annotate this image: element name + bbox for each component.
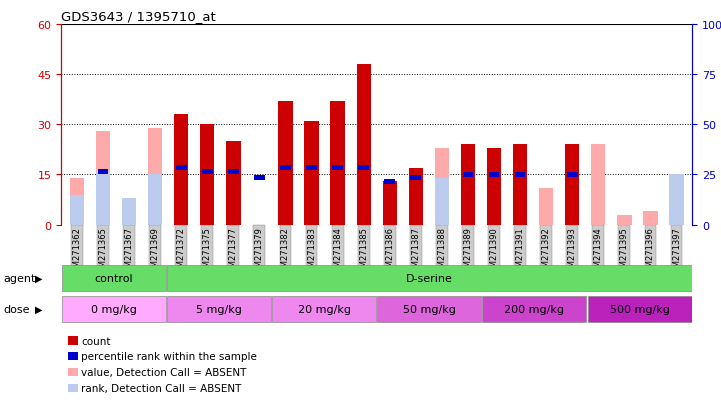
Text: 20 mg/kg: 20 mg/kg (298, 304, 350, 314)
Bar (122, 198, 136, 225)
Text: agent: agent (4, 273, 36, 283)
Text: 50 mg/kg: 50 mg/kg (403, 304, 456, 314)
Text: 200 mg/kg: 200 mg/kg (505, 304, 565, 314)
Text: D-serine: D-serine (406, 273, 453, 283)
Bar (97, 169, 108, 174)
Bar (643, 212, 658, 225)
Bar (513, 145, 527, 225)
Bar (148, 128, 162, 225)
Text: percentile rank within the sample: percentile rank within the sample (81, 351, 257, 361)
Bar (278, 102, 293, 225)
Bar (669, 175, 684, 225)
Bar (174, 115, 188, 225)
Text: 500 mg/kg: 500 mg/kg (610, 304, 670, 314)
Text: rank, Detection Call = ABSENT: rank, Detection Call = ABSENT (81, 383, 242, 393)
Bar (148, 175, 162, 225)
Text: dose: dose (4, 304, 30, 314)
Bar (330, 102, 345, 225)
Bar (461, 145, 475, 225)
Bar (176, 166, 187, 171)
Bar (482, 296, 586, 322)
Text: value, Detection Call = ABSENT: value, Detection Call = ABSENT (81, 367, 247, 377)
Text: ▶: ▶ (35, 273, 42, 283)
Bar (202, 169, 213, 174)
Bar (167, 296, 271, 322)
Bar (567, 173, 578, 178)
Bar (332, 166, 343, 171)
Text: 0 mg/kg: 0 mg/kg (91, 304, 137, 314)
Bar (280, 166, 291, 171)
Bar (565, 145, 580, 225)
Bar (617, 215, 632, 225)
Bar (384, 179, 395, 184)
Text: count: count (81, 336, 111, 346)
Bar (435, 148, 449, 225)
Bar (489, 173, 500, 178)
Bar (669, 178, 684, 225)
Bar (435, 178, 449, 225)
Bar (383, 182, 397, 225)
Bar (304, 121, 319, 225)
Text: GDS3643 / 1395710_at: GDS3643 / 1395710_at (61, 10, 216, 23)
Bar (228, 169, 239, 174)
Bar (588, 296, 691, 322)
Bar (62, 296, 166, 322)
Bar (254, 176, 265, 181)
Bar (306, 166, 317, 171)
Bar (272, 296, 376, 322)
Bar (377, 296, 482, 322)
Text: control: control (94, 273, 133, 283)
Bar (358, 166, 369, 171)
Bar (356, 65, 371, 225)
Bar (70, 195, 84, 225)
Bar (515, 173, 526, 178)
Bar (167, 265, 691, 291)
Bar (539, 188, 553, 225)
Bar (200, 125, 214, 225)
Bar (70, 178, 84, 225)
Bar (591, 145, 606, 225)
Bar (96, 172, 110, 225)
Bar (487, 148, 501, 225)
Bar (463, 173, 474, 178)
Bar (410, 176, 421, 181)
Bar (62, 265, 166, 291)
Text: ▶: ▶ (35, 304, 42, 314)
Text: 5 mg/kg: 5 mg/kg (196, 304, 242, 314)
Bar (226, 142, 241, 225)
Bar (409, 169, 423, 225)
Bar (96, 132, 110, 225)
